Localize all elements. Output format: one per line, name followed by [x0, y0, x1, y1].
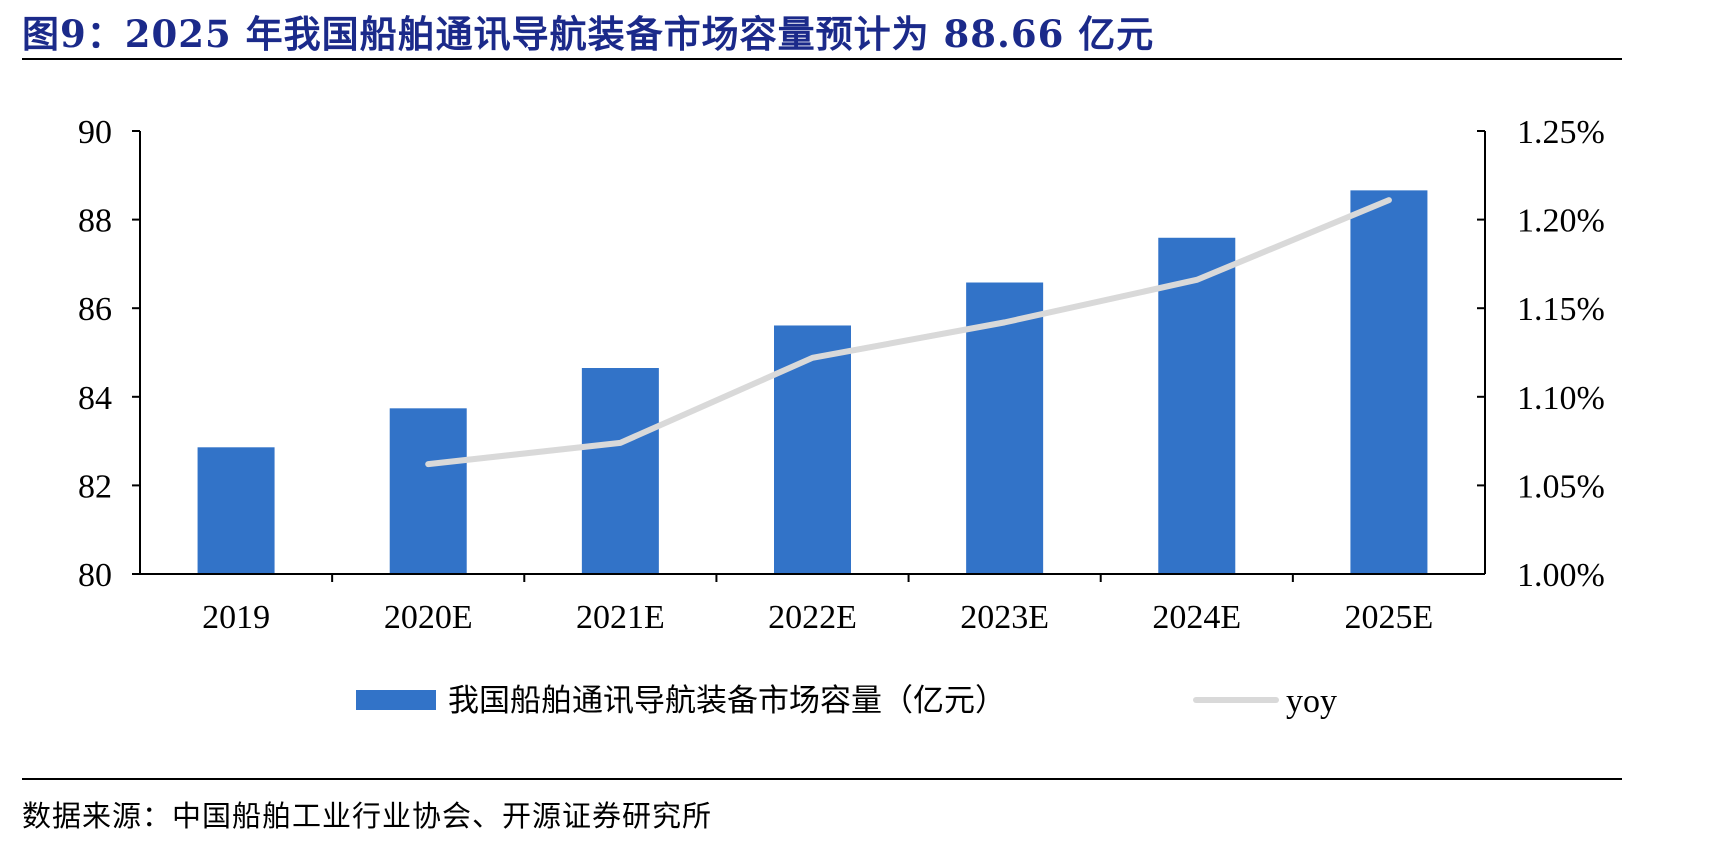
right-tick-label: 1.15%	[1517, 291, 1605, 328]
left-tick-label: 86	[78, 291, 112, 328]
title-divider	[22, 58, 1622, 60]
yoy-line	[425, 197, 1392, 468]
right-tick-label: 1.00%	[1517, 557, 1605, 594]
source-divider	[22, 778, 1622, 780]
right-tick-label: 1.10%	[1517, 380, 1605, 417]
bar-2024E	[1158, 237, 1236, 574]
bar-2021E	[581, 368, 659, 574]
bar-2022E	[774, 325, 851, 574]
left-tick-label: 88	[78, 203, 112, 240]
bars-layer	[197, 190, 1428, 574]
x-tick-label: 2022E	[768, 599, 857, 636]
right-tick-label: 1.20%	[1517, 203, 1605, 240]
x-tick-label: 2019	[202, 599, 270, 636]
legend-line-label: yoy	[1286, 683, 1337, 720]
x-tick-label: 2020E	[384, 599, 473, 636]
yoy-line-layer	[425, 197, 1392, 468]
bar-2023E	[966, 282, 1044, 574]
bar-2020E	[389, 408, 467, 574]
figure-title: 图9：2025 年我国船舶通讯导航装备市场容量预计为 88.66 亿元	[22, 12, 1155, 56]
left-tick-label: 82	[78, 468, 112, 505]
right-tick-label: 1.05%	[1517, 468, 1605, 505]
x-tick-label: 2021E	[576, 599, 665, 636]
x-tick-label: 2023E	[960, 599, 1049, 636]
left-tick-label: 90	[78, 114, 112, 151]
left-tick-label: 84	[78, 380, 112, 417]
legend-bar-label: 我国船舶通讯导航装备市场容量（亿元）	[448, 683, 1006, 719]
legend: 我国船舶通讯导航装备市场容量（亿元） yoy	[356, 683, 1337, 720]
axes-layer: 80 82 84 86 88 90 1.00% 1.05% 1.10% 1.15% 1.20% 1.2…	[78, 114, 1605, 636]
bar-2025E	[1350, 190, 1428, 574]
legend-bar-swatch	[356, 690, 436, 710]
bar-2019	[197, 447, 275, 574]
data-source: 数据来源：中国船舶工业行业协会、开源证券研究所	[22, 799, 713, 833]
x-tick-label: 2025E	[1345, 599, 1434, 636]
left-tick-label: 80	[78, 557, 112, 594]
x-tick-label: 2024E	[1152, 599, 1241, 636]
right-tick-label: 1.25%	[1517, 114, 1605, 151]
